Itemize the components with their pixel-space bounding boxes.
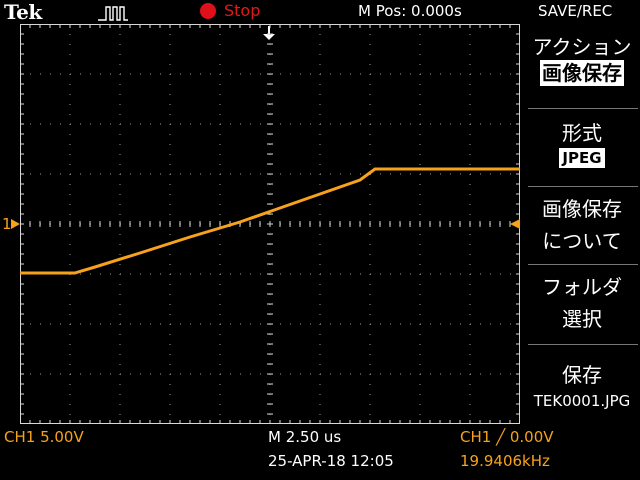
run-state-label: Stop — [224, 1, 261, 20]
menu-divider — [528, 344, 638, 345]
ch1-marker-label: 1 — [2, 215, 12, 233]
frequency-readout: 19.9406kHz — [460, 452, 550, 470]
date-time-readout: 25-APR-18 12:05 — [268, 452, 394, 470]
trigger-readout: CH1 ╱ 0.00V — [460, 428, 554, 446]
acquisition-waveform-icon — [98, 6, 128, 21]
menu-format-button[interactable]: 形式 JPEG — [524, 120, 640, 168]
ch1-scale-readout: CH1 5.00V — [4, 428, 84, 446]
menu-about-save-image-button[interactable]: 画像保存 について — [524, 196, 640, 254]
brand-logo: Tek — [4, 0, 42, 24]
waveform-display — [20, 24, 520, 424]
menu-divider — [528, 186, 638, 187]
folder-line2: 選択 — [562, 307, 602, 331]
folder-line1: フォルダ — [542, 275, 622, 299]
ch1-ground-marker: 1 — [2, 215, 12, 233]
format-label: 形式 — [562, 121, 602, 145]
ch1-trace — [20, 167, 520, 275]
menu-title: SAVE/REC — [538, 2, 613, 20]
horizontal-position-readout: M Pos: 0.000s — [358, 2, 462, 20]
save-label: 保存 — [562, 363, 602, 387]
timebase-readout: M 2.50 us — [268, 428, 342, 446]
about-line2: について — [542, 229, 622, 253]
menu-divider — [528, 264, 638, 265]
menu-select-folder-button[interactable]: フォルダ 選択 — [524, 274, 640, 332]
menu-action-button[interactable]: アクション 画像保存 — [524, 34, 640, 86]
trigger-level-marker-icon — [510, 219, 520, 229]
action-label: アクション — [532, 35, 632, 59]
action-value: 画像保存 — [540, 60, 624, 86]
menu-divider — [528, 108, 638, 109]
save-filename: TEK0001.JPG — [533, 392, 631, 410]
ch1-marker-arrow-icon — [11, 219, 20, 229]
about-line1: 画像保存 — [542, 197, 622, 221]
graticule — [20, 24, 520, 424]
stop-indicator-icon — [200, 3, 216, 19]
menu-save-button[interactable]: 保存 TEK0001.JPG — [524, 362, 640, 410]
format-value: JPEG — [559, 148, 605, 168]
